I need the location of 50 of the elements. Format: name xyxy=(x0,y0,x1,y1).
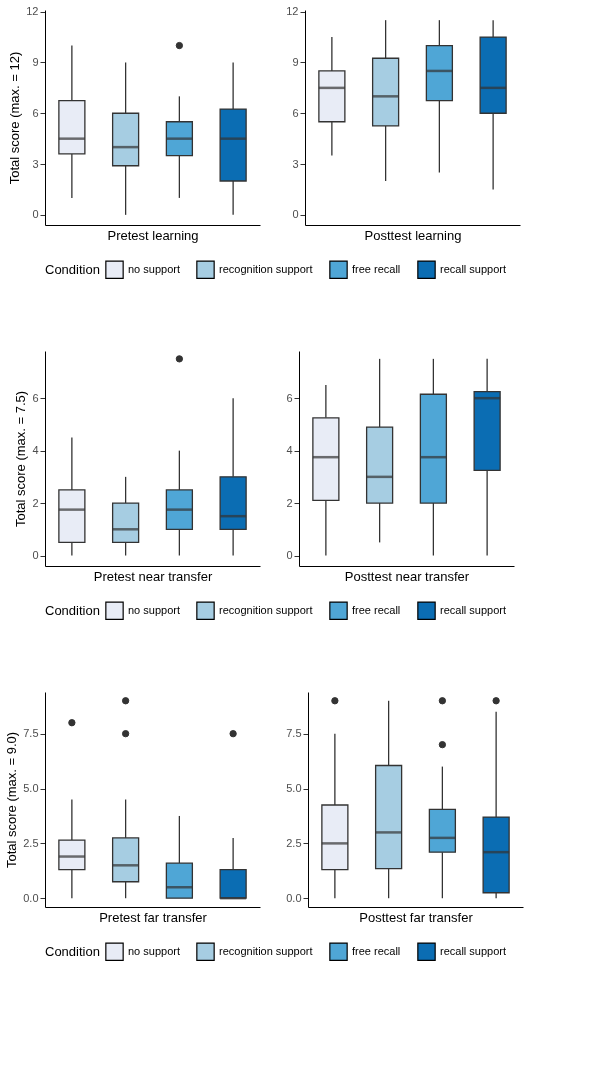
legend-title: Condition xyxy=(45,262,100,277)
y-tick-label: 6 xyxy=(32,106,39,119)
y-tick-label: 0.0 xyxy=(23,891,39,904)
y-tick-label: 9 xyxy=(292,55,299,68)
legend-label: no support xyxy=(128,944,180,957)
legend-label: recall support xyxy=(440,944,507,957)
legend-label: free recall xyxy=(352,603,401,616)
x-axis-title: Posttest far transfer xyxy=(359,909,474,925)
x-axis-title: Posttest near transfer xyxy=(344,568,470,584)
y-tick-label: 6 xyxy=(32,391,39,404)
legend-label: recognition support xyxy=(219,262,313,275)
y-tick-label: 7.5 xyxy=(286,727,302,740)
legend-label: recognition support xyxy=(219,944,313,957)
legend-label: no support xyxy=(128,603,180,616)
y-tick-label: 5.0 xyxy=(23,782,39,795)
y-tick-label: 3 xyxy=(32,157,39,170)
x-axis-title: Pretest far transfer xyxy=(99,909,208,925)
y-tick-label: 4 xyxy=(286,444,293,457)
y-axis-title: Total score (max. = 9.0) xyxy=(4,731,20,869)
y-tick-label: 2 xyxy=(32,496,39,509)
legend-label: recognition support xyxy=(219,603,313,616)
legend-label: free recall xyxy=(352,262,401,275)
y-tick-label: 2 xyxy=(286,496,293,509)
x-axis-title: Pretest learning xyxy=(107,227,199,243)
y-tick-label: 9 xyxy=(32,55,39,68)
y-tick-label: 2.5 xyxy=(286,836,302,849)
y-tick-label: 0 xyxy=(292,208,299,221)
y-axis-title: Total score (max. = 12) xyxy=(7,51,23,185)
y-tick-label: 0 xyxy=(286,549,293,562)
y-tick-label: 6 xyxy=(286,391,293,404)
y-tick-label: 12 xyxy=(26,5,39,18)
y-tick-label: 0 xyxy=(32,208,39,221)
legend-label: no support xyxy=(128,262,180,275)
legend-title: Condition xyxy=(45,603,100,618)
y-tick-label: 3 xyxy=(292,157,299,170)
x-axis-title: Posttest learning xyxy=(364,227,462,243)
y-tick-label: 7.5 xyxy=(23,727,39,740)
y-axis-title: Total score (max. = 7.5) xyxy=(13,390,29,528)
y-tick-label: 0 xyxy=(32,549,39,562)
y-tick-label: 5.0 xyxy=(286,782,302,795)
legend-label: recall support xyxy=(440,603,507,616)
legend-title: Condition xyxy=(45,944,100,959)
y-tick-label: 6 xyxy=(292,106,299,119)
y-tick-label: 12 xyxy=(286,5,299,18)
legend-label: recall support xyxy=(440,262,507,275)
y-tick-label: 0.0 xyxy=(286,891,302,904)
legend-label: free recall xyxy=(352,944,401,957)
y-tick-label: 4 xyxy=(32,444,39,457)
x-axis-title: Pretest near transfer xyxy=(93,568,213,584)
y-tick-label: 2.5 xyxy=(23,836,39,849)
